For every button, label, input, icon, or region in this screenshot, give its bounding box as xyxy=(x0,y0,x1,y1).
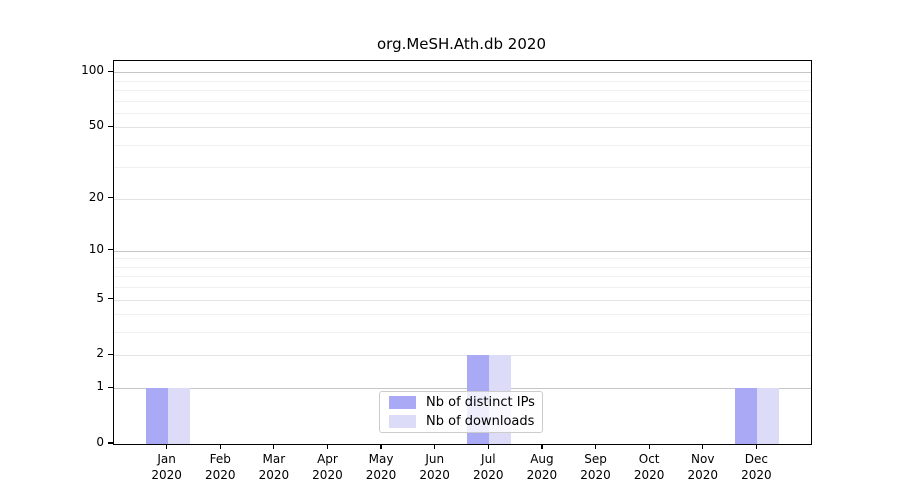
gridline-decade xyxy=(114,250,811,252)
gridline-minor xyxy=(114,89,811,91)
y-tick-100 xyxy=(108,70,113,72)
legend: Nb of distinct IPs Nb of downloads xyxy=(379,391,543,433)
plot-area xyxy=(113,60,812,445)
y-tick-5 xyxy=(108,297,113,300)
y-tick-label-20: 20 xyxy=(88,189,104,204)
y-tick-label-5: 5 xyxy=(96,290,104,305)
y-tick-2 xyxy=(108,353,113,356)
x-tick-label-oct: Oct 2020 xyxy=(633,452,665,482)
gridline-major xyxy=(114,198,811,200)
y-tick-label-10: 10 xyxy=(88,241,104,256)
y-tick-20 xyxy=(108,197,113,199)
bar-downloads-dec xyxy=(757,388,780,444)
legend-item-downloads: Nb of downloads xyxy=(389,414,542,429)
legend-swatch-downloads xyxy=(389,414,416,428)
y-tick-label-0: 0 xyxy=(96,435,104,449)
gridline-minor xyxy=(114,258,811,260)
gridline-minor xyxy=(114,276,811,278)
bar-distinct-ips-dec xyxy=(735,388,758,444)
x-tick-may xyxy=(380,444,382,449)
gridline-major xyxy=(114,299,811,301)
legend-item-distinct-ips: Nb of distinct IPs xyxy=(389,395,542,410)
legend-label-downloads: Nb of downloads xyxy=(426,413,535,429)
gridline-minor xyxy=(114,100,811,102)
gridline-minor xyxy=(114,112,811,114)
x-tick-label-aug: Aug 2020 xyxy=(526,452,558,482)
chart-title: org.MeSH.Ath.db 2020 xyxy=(377,35,546,53)
x-tick-label-dec: Dec 2020 xyxy=(741,452,772,482)
x-tick-label-jul: Jul 2020 xyxy=(473,452,504,482)
x-tick-mar xyxy=(273,444,275,449)
y-tick-50 xyxy=(108,125,113,127)
legend-swatch-distinct-ips xyxy=(389,396,416,410)
x-tick-oct xyxy=(648,444,650,449)
y-tick-label-2: 2 xyxy=(96,346,104,361)
gridline-decade xyxy=(114,388,811,390)
x-tick-label-mar: Mar 2020 xyxy=(258,452,290,482)
gridline-minor xyxy=(114,144,811,146)
y-tick-10 xyxy=(108,249,113,251)
y-tick-label-50: 50 xyxy=(88,118,104,133)
x-tick-label-sep: Sep 2020 xyxy=(580,452,611,482)
x-tick-label-apr: Apr 2020 xyxy=(312,452,343,482)
x-tick-label-jun: Jun 2020 xyxy=(419,452,450,482)
bar-distinct-ips-jan xyxy=(145,388,168,444)
gridline-minor xyxy=(114,314,811,316)
x-tick-jul xyxy=(487,444,489,449)
legend-label-distinct-ips: Nb of distinct IPs xyxy=(426,395,535,411)
bar-downloads-jan xyxy=(167,388,190,444)
gridline-minor xyxy=(114,167,811,169)
x-tick-feb xyxy=(219,444,221,449)
x-tick-sep xyxy=(594,444,597,449)
gridline-minor xyxy=(114,266,811,268)
x-tick-aug xyxy=(541,444,543,449)
x-tick-dec xyxy=(755,444,758,449)
gridline-minor xyxy=(114,80,811,82)
gridline-major xyxy=(114,127,811,129)
x-tick-jan xyxy=(165,444,168,449)
gridline-major xyxy=(114,355,811,357)
gridline-decade xyxy=(114,72,811,74)
gridline-minor xyxy=(114,287,811,289)
x-tick-label-feb: Feb 2020 xyxy=(204,452,236,482)
y-tick-1 xyxy=(108,386,113,388)
y-tick-0 xyxy=(108,442,113,444)
x-tick-label-may: May 2020 xyxy=(365,452,397,482)
x-tick-label-jan: Jan 2020 xyxy=(151,452,182,482)
x-tick-nov xyxy=(702,444,704,449)
gridline-minor xyxy=(114,332,811,334)
y-tick-label-1: 1 xyxy=(96,379,104,394)
x-tick-apr xyxy=(326,444,329,449)
x-tick-label-nov: Nov 2020 xyxy=(687,452,719,482)
x-tick-jun xyxy=(434,444,436,449)
y-tick-label-100: 100 xyxy=(81,63,104,78)
